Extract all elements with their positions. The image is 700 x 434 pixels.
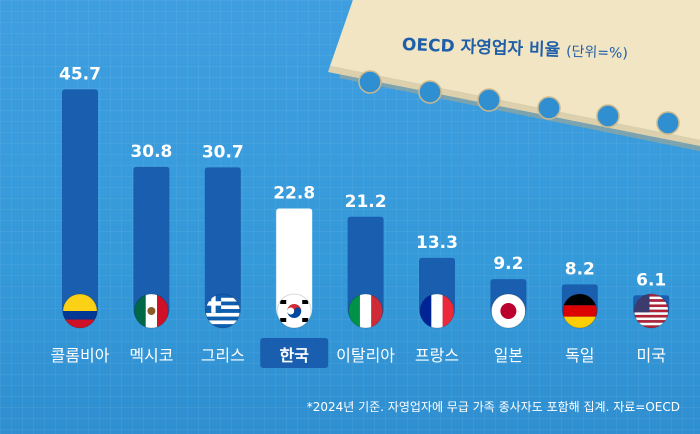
category-label: 미국: [636, 346, 665, 365]
korea-flag-icon: [276, 293, 312, 329]
value-label: 21.2: [345, 192, 387, 212]
paper-note: [328, 0, 700, 152]
paper-hole-icon: [656, 111, 680, 135]
bar: [133, 166, 170, 327]
category-label: 이탈리아: [336, 346, 395, 365]
france-flag-icon: [419, 293, 455, 329]
category-label: 한국: [279, 346, 309, 365]
bar: [62, 89, 98, 327]
paper-hole-icon: [418, 80, 442, 104]
category-label: 콜롬비아: [51, 346, 110, 365]
greece-flag-icon: [205, 293, 241, 329]
value-label: 30.8: [130, 142, 172, 162]
usa-flag-icon: [633, 293, 669, 329]
paper-hole-icon: [358, 70, 382, 94]
footnote: *2024년 기준. 자영업자에 무급 가족 종사자도 포함해 집계. 자료=O…: [306, 400, 680, 414]
germany-flag-icon: [562, 293, 598, 329]
category-label: 멕시코: [129, 346, 173, 365]
value-label: 6.1: [636, 270, 666, 290]
category-label: 독일: [565, 346, 594, 365]
value-label: 9.2: [493, 254, 523, 274]
unit-note: (단위=%): [565, 43, 629, 62]
category-label: 그리스: [201, 346, 245, 365]
category-label: 프랑스: [415, 346, 459, 365]
colombia-flag-icon: [62, 293, 98, 329]
value-label: 30.7: [202, 142, 244, 162]
highlight-label-background: [260, 338, 329, 368]
paper-hole-icon: [596, 104, 620, 128]
value-label: 13.3: [416, 233, 458, 253]
paper-hole-icon: [477, 88, 501, 112]
bar: [204, 167, 241, 327]
mexico-flag-icon: [133, 293, 169, 329]
paper-hole-icon: [537, 96, 561, 120]
category-label: 일본: [494, 346, 523, 365]
japan-flag-icon: [490, 293, 526, 329]
value-label: 22.8: [273, 183, 315, 203]
italy-flag-icon: [348, 293, 384, 329]
value-label: 8.2: [565, 259, 595, 279]
value-label: 45.7: [59, 64, 101, 84]
